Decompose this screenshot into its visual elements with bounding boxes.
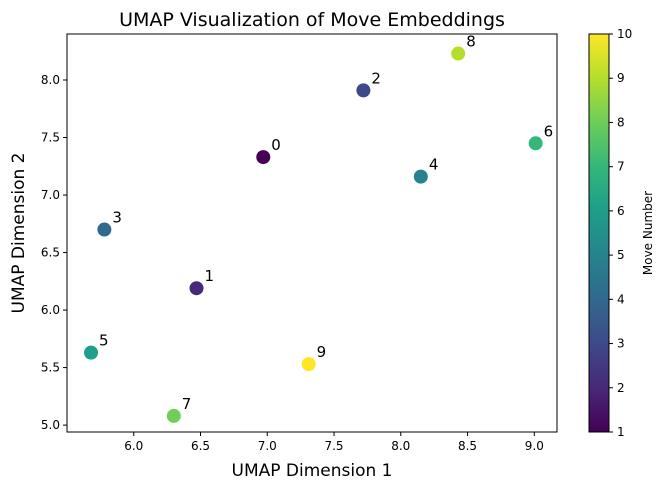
colorbar-tick-label: 10 [617,27,632,41]
scatter-point [301,357,316,372]
point-label: 3 [112,209,122,227]
y-tick-label: 5.5 [41,361,60,375]
colorbar: 1 2 3 4 5 6 7 8 9 10 Move Number [588,27,655,439]
x-tick-label: 8.5 [458,439,477,453]
colorbar-tick-label: 3 [617,337,625,351]
x-axis-label: UMAP Dimension 1 [232,461,393,481]
x-tick-label: 9.0 [525,439,544,453]
point-label: 7 [182,395,192,413]
x-tick-label: 8.0 [391,439,410,453]
colorbar-tick-label: 5 [617,248,625,262]
scatter-point [413,169,428,184]
scatter-point [97,222,112,237]
colorbar-tick-label: 1 [617,425,625,439]
scatter-point [84,345,99,360]
y-tick-label: 8.0 [41,73,60,87]
scatter-point [189,281,204,296]
colorbar-gradient [588,33,610,433]
plot-area: 6.0 6.5 7.0 7.5 8.0 8.5 9.0 5.0 5.5 6.0 6.5 7.0 7.5 8… [41,33,553,453]
plot-frame [66,33,558,433]
colorbar-tick-label: 2 [617,381,625,395]
x-tick-label: 6.0 [124,439,143,453]
y-tick-label: 7.0 [41,188,60,202]
colorbar-ticks: 1 2 3 4 5 6 7 8 9 10 [609,27,632,439]
y-tick-label: 5.0 [41,418,60,432]
point-label: 0 [271,136,281,154]
colorbar-tick-label: 6 [617,204,625,218]
x-tick-label: 7.5 [324,439,343,453]
point-label: 2 [371,69,381,87]
scatter-point [451,46,466,61]
point-label: 5 [99,332,109,350]
scatter-point [256,150,271,165]
y-tick-label: 7.5 [41,131,60,145]
point-label: 8 [466,33,476,51]
scatter-point [356,83,371,98]
colorbar-tick-label: 9 [617,71,625,85]
colorbar-label: Move Number [641,191,655,275]
y-tick-label: 6.5 [41,246,60,260]
scatter-point [166,408,181,423]
y-axis-label: UMAP Dimension 2 [9,153,29,314]
point-label: 1 [205,267,215,285]
colorbar-tick-label: 8 [617,115,625,129]
y-tick-label: 6.0 [41,303,60,317]
point-label: 9 [317,343,327,361]
point-label: 6 [544,122,554,140]
scatter-point [528,136,543,151]
colorbar-tick-label: 4 [617,292,625,306]
x-tick-label: 7.0 [258,439,277,453]
colorbar-tick-label: 7 [617,160,625,174]
chart-title: UMAP Visualization of Move Embeddings [119,9,505,31]
x-tick-label: 6.5 [191,439,210,453]
point-label: 4 [429,156,439,174]
